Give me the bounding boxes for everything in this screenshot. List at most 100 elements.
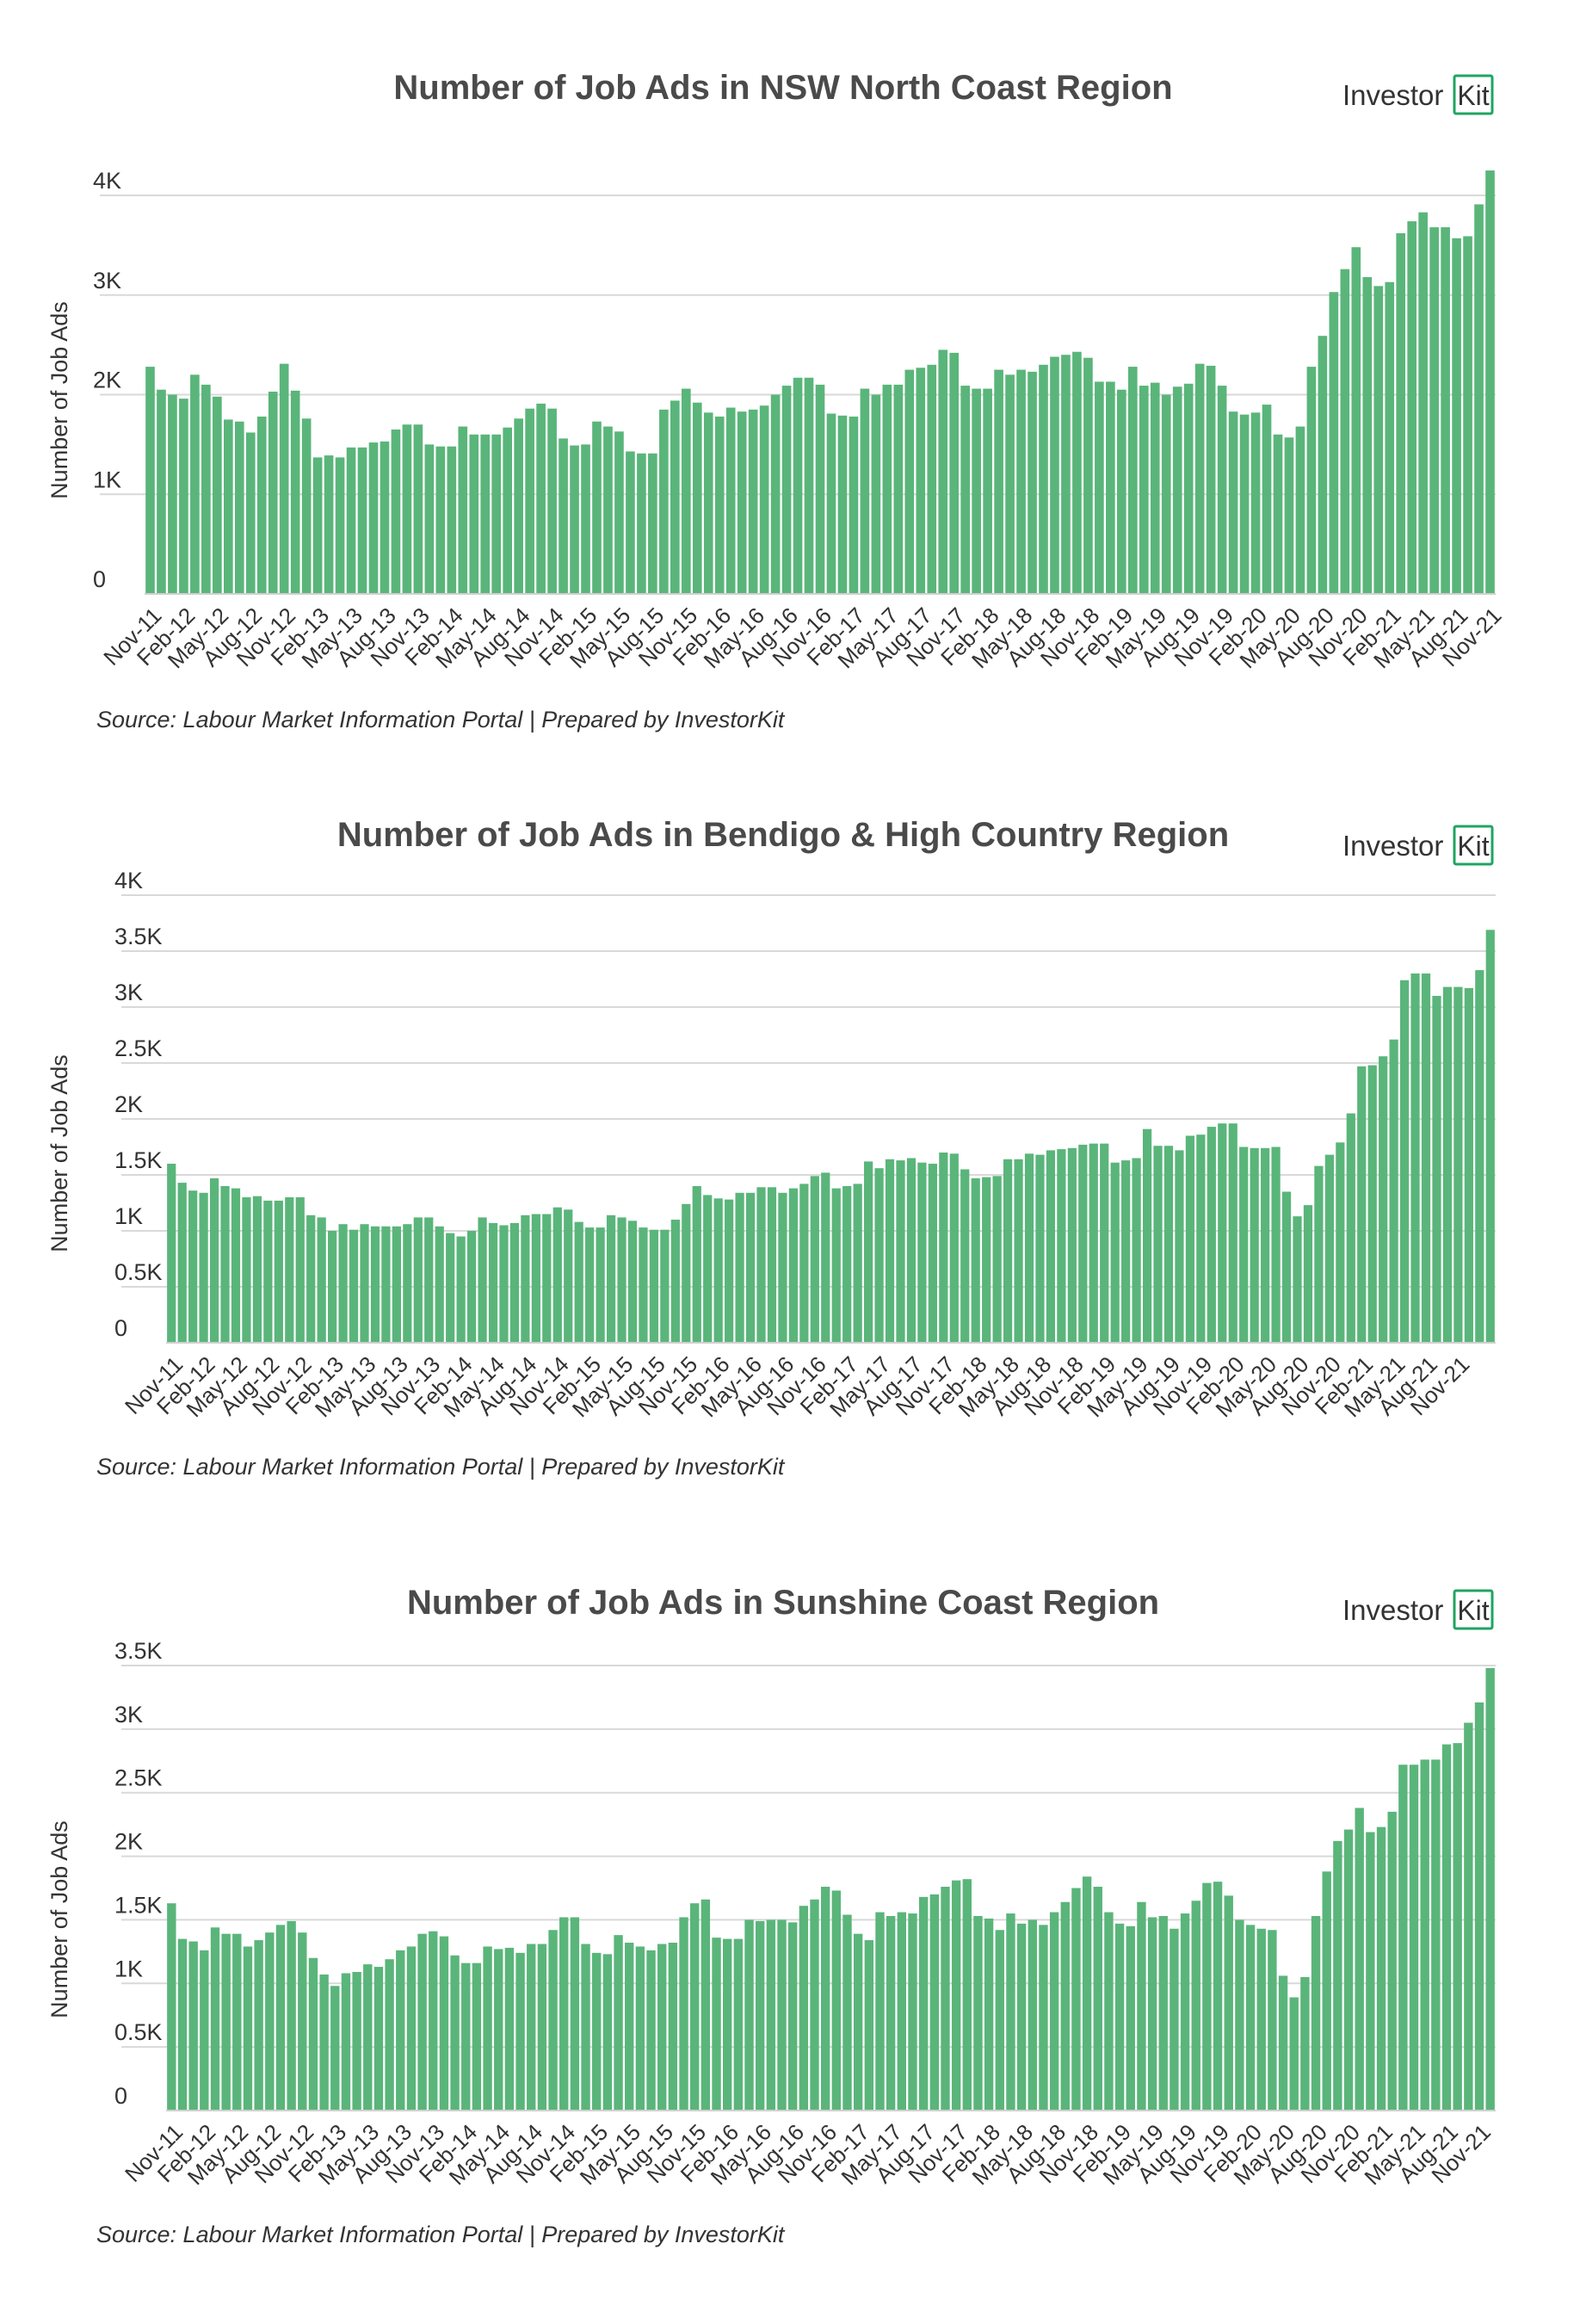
bar <box>1464 1722 1473 2111</box>
bar <box>670 400 680 594</box>
bar <box>559 438 568 594</box>
bar <box>1224 1895 1233 2111</box>
bar <box>1351 247 1361 594</box>
bar <box>875 1912 885 2111</box>
bar <box>777 1919 787 2111</box>
logo-badge-text: Kit <box>1457 831 1489 862</box>
bar <box>1409 1765 1419 2111</box>
bar <box>1366 1832 1375 2111</box>
bar <box>692 1186 701 1343</box>
bar <box>1333 1840 1342 2111</box>
bar <box>918 1896 929 2111</box>
y-tick-label: 3.5K <box>114 924 163 949</box>
y-tick-label: 0 <box>114 2083 127 2109</box>
bar <box>972 388 981 594</box>
bar <box>864 1940 874 2111</box>
bar <box>509 1222 520 1343</box>
bar <box>1175 1150 1184 1343</box>
bar <box>381 1226 391 1343</box>
bar <box>1410 973 1420 1343</box>
bar <box>886 1916 896 2111</box>
bar <box>559 1917 569 2111</box>
bar <box>982 1177 991 1343</box>
bar <box>581 1944 590 2111</box>
bar <box>826 413 836 594</box>
chart-title: Number of Job Ads in Sunshine Coast Regi… <box>407 1584 1159 1622</box>
bar <box>1046 1150 1056 1343</box>
bar <box>874 1168 884 1343</box>
bar <box>1441 1744 1452 2111</box>
bar <box>1180 1913 1190 2111</box>
bar <box>1206 365 1216 594</box>
bar <box>1104 1912 1114 2111</box>
bar <box>552 1207 562 1343</box>
bar <box>209 1177 219 1343</box>
bar <box>429 1931 438 2111</box>
logo-badge-text: Kit <box>1457 1595 1489 1626</box>
bar <box>1256 1928 1266 2111</box>
bar <box>220 1186 230 1343</box>
bar <box>1067 1147 1077 1343</box>
bar <box>1142 1128 1152 1343</box>
bar <box>357 447 367 594</box>
bar <box>635 1946 645 2111</box>
y-tick-label: 1K <box>114 1203 143 1229</box>
bar <box>1217 386 1227 594</box>
bar <box>781 386 792 594</box>
bar <box>190 374 200 594</box>
bar <box>1039 364 1048 594</box>
bar <box>853 1184 862 1343</box>
bar <box>939 1153 948 1343</box>
bar <box>853 1933 863 2111</box>
bar <box>483 1946 492 2111</box>
bar <box>279 363 289 594</box>
bar <box>360 1224 369 1343</box>
bar <box>542 1214 552 1343</box>
bar <box>906 1158 917 1343</box>
logo-text: Investor <box>1342 830 1443 862</box>
bar <box>1322 1871 1331 2111</box>
bar <box>456 1236 466 1343</box>
bar <box>1340 269 1350 594</box>
bar <box>1218 1123 1227 1343</box>
bar <box>712 1938 721 2111</box>
bar <box>1278 1975 1288 2111</box>
bar <box>1281 1191 1292 1343</box>
bar <box>396 1950 405 2111</box>
y-tick-label: 0.5K <box>114 1259 163 1285</box>
bar <box>657 1944 667 2111</box>
bar <box>606 1215 616 1343</box>
bar <box>199 1192 208 1343</box>
bar <box>324 455 334 594</box>
bar <box>897 1912 906 2111</box>
bar <box>1095 381 1104 594</box>
bar <box>1016 369 1026 594</box>
bar <box>1453 986 1463 1343</box>
y-tick-label: 2K <box>114 1829 143 1855</box>
bar <box>392 1226 401 1343</box>
bar <box>1245 1925 1256 2111</box>
bar <box>639 1227 648 1343</box>
bar <box>681 388 691 594</box>
bar <box>1420 1759 1429 2111</box>
bar <box>368 442 379 594</box>
bar <box>1329 292 1339 594</box>
bar <box>1262 405 1272 594</box>
bar <box>275 1925 286 2111</box>
bar <box>1126 1925 1135 2111</box>
bar <box>842 1914 852 2111</box>
bar <box>547 408 557 594</box>
y-tick-label: 2K <box>93 368 121 393</box>
bar <box>417 1933 427 2111</box>
bar <box>201 384 211 594</box>
bar <box>1474 1702 1484 2111</box>
bar <box>491 434 502 594</box>
y-tick-label: 2.5K <box>114 1765 163 1791</box>
bar <box>585 1227 595 1343</box>
bar <box>1293 1216 1302 1343</box>
bar <box>1407 221 1417 594</box>
bar <box>627 1221 638 1343</box>
bar <box>1039 1925 1048 2111</box>
y-tick-label: 4K <box>114 868 143 893</box>
